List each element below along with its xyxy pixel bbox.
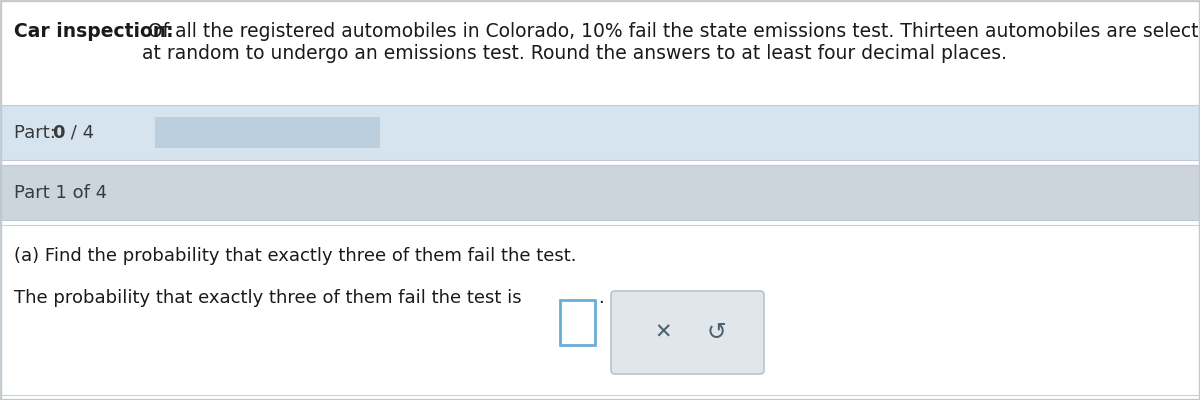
- Text: Part 1 of 4: Part 1 of 4: [14, 184, 107, 202]
- Text: The probability that exactly three of them fail the test is: The probability that exactly three of th…: [14, 289, 522, 307]
- Text: / 4: / 4: [65, 124, 94, 142]
- Text: .: .: [598, 289, 604, 307]
- FancyBboxPatch shape: [611, 291, 764, 374]
- Text: Of all the registered automobiles in Colorado, 10% fail the state emissions test: Of all the registered automobiles in Col…: [142, 22, 1200, 63]
- Text: Car inspection:: Car inspection:: [14, 22, 174, 41]
- Text: Part:: Part:: [14, 124, 61, 142]
- Text: (a) Find the probability that exactly three of them fail the test.: (a) Find the probability that exactly th…: [14, 247, 576, 265]
- FancyBboxPatch shape: [0, 225, 1200, 395]
- FancyBboxPatch shape: [560, 300, 595, 345]
- FancyBboxPatch shape: [0, 165, 1200, 220]
- Text: ↺: ↺: [707, 320, 726, 344]
- Text: ✕: ✕: [654, 322, 672, 342]
- Text: 0: 0: [52, 124, 65, 142]
- FancyBboxPatch shape: [155, 117, 380, 148]
- FancyBboxPatch shape: [0, 105, 1200, 160]
